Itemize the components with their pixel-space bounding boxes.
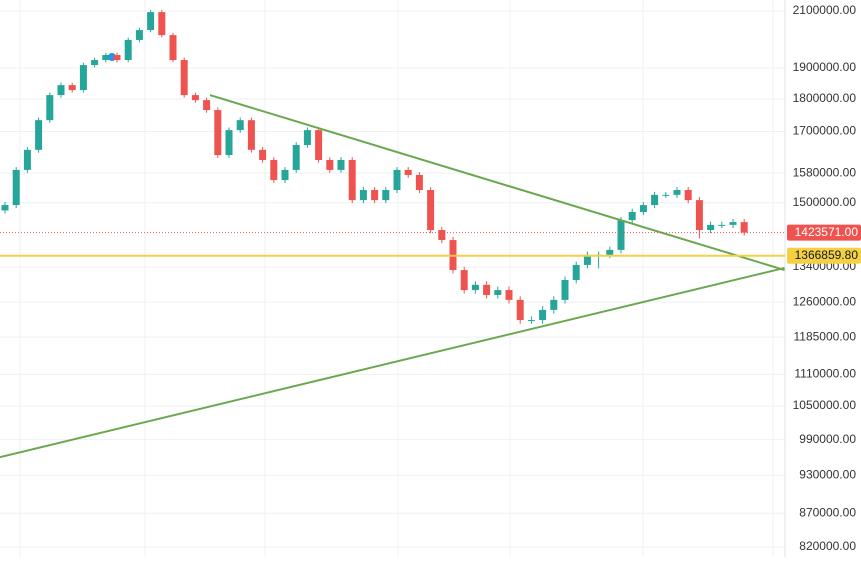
- y-tick-label: 990000.00: [799, 432, 856, 446]
- candle-body: [270, 159, 278, 181]
- candle-body: [695, 200, 703, 231]
- candle-body: [247, 120, 255, 150]
- y-tick-label: 1110000.00: [794, 367, 856, 381]
- candle-body: [471, 284, 479, 291]
- candle-body: [113, 55, 121, 61]
- candle-body: [180, 60, 188, 96]
- candle-body: [214, 110, 222, 156]
- candle-body: [158, 12, 166, 36]
- candle-body: [583, 254, 591, 265]
- candle-body: [639, 205, 647, 212]
- candle-body: [124, 39, 132, 61]
- y-tick-label: 2100000.00: [793, 3, 857, 17]
- y-tick-label: 1700000.00: [793, 124, 857, 138]
- trendline: [0, 266, 785, 459]
- candle-body: [281, 169, 289, 181]
- candle-body: [382, 190, 390, 201]
- candle-body: [427, 190, 435, 231]
- candle-body: [415, 174, 423, 191]
- candle-body: [393, 169, 401, 191]
- candle-body: [662, 194, 670, 196]
- last-price-label-bg: [787, 224, 861, 241]
- candle-body: [617, 220, 625, 250]
- y-tick-label: 1260000.00: [793, 294, 857, 308]
- candle-body: [292, 145, 300, 170]
- candle-body: [79, 65, 87, 91]
- y-tick-label: 1050000.00: [793, 398, 857, 412]
- candle-body: [135, 30, 143, 40]
- candle-body: [12, 169, 20, 206]
- candle-body: [371, 190, 379, 201]
- candle-body: [147, 12, 155, 31]
- candle-body: [348, 159, 356, 201]
- y-tick-label: 1580000.00: [793, 165, 857, 179]
- candle-body: [225, 130, 233, 156]
- candle-body: [684, 190, 692, 201]
- candle-body: [438, 230, 446, 241]
- vertical-grid: [19, 0, 774, 557]
- price-line-label-bg: [787, 247, 861, 264]
- candle-body: [236, 120, 244, 131]
- trendline: [209, 94, 785, 272]
- candle-body: [550, 299, 558, 310]
- candle-body: [46, 95, 54, 121]
- candle-body: [460, 270, 468, 291]
- candle-body: [203, 100, 211, 111]
- candle-body: [539, 309, 547, 321]
- candle-body: [35, 120, 43, 150]
- candle-body: [505, 290, 513, 300]
- candle-body: [404, 169, 412, 175]
- candle-body: [303, 130, 311, 146]
- candle-body: [606, 249, 614, 255]
- candle-body: [102, 55, 110, 61]
- candle-body: [572, 264, 580, 280]
- candle-body: [483, 284, 491, 295]
- y-tick-label: 1185000.00: [793, 329, 856, 343]
- y-tick-label: 870000.00: [799, 505, 856, 519]
- y-tick-label: 1900000.00: [793, 60, 857, 74]
- candle-body: [191, 95, 199, 101]
- candle-body: [707, 224, 715, 231]
- last-price-label: 1423571.00: [795, 225, 859, 239]
- candle-body: [57, 85, 65, 96]
- candle-body: [673, 190, 681, 195]
- y-tick-label: 1500000.00: [793, 195, 857, 209]
- candle-body: [516, 299, 524, 321]
- candle-body: [1, 205, 9, 211]
- candle-body: [527, 320, 535, 322]
- candle-body: [729, 222, 737, 225]
- y-tick-label: 930000.00: [799, 467, 856, 481]
- candle-body: [68, 85, 76, 91]
- candle-body: [718, 224, 726, 226]
- candle-body: [359, 190, 367, 201]
- y-tick-label: 820000.00: [799, 539, 856, 553]
- candle-body: [23, 149, 31, 170]
- candle-body: [169, 35, 177, 61]
- candle-body: [91, 60, 99, 66]
- candle-body: [494, 290, 502, 295]
- candle-body: [326, 159, 334, 170]
- price-line-label: 1366859.80: [795, 248, 859, 262]
- candle-body: [628, 211, 636, 221]
- candle-body: [259, 149, 267, 160]
- candle-body: [315, 130, 323, 160]
- y-tick-label: 1800000.00: [793, 91, 857, 105]
- candle-body: [740, 222, 748, 233]
- candle-body: [561, 279, 569, 300]
- candle-body: [651, 194, 659, 206]
- candle-body: [337, 159, 345, 170]
